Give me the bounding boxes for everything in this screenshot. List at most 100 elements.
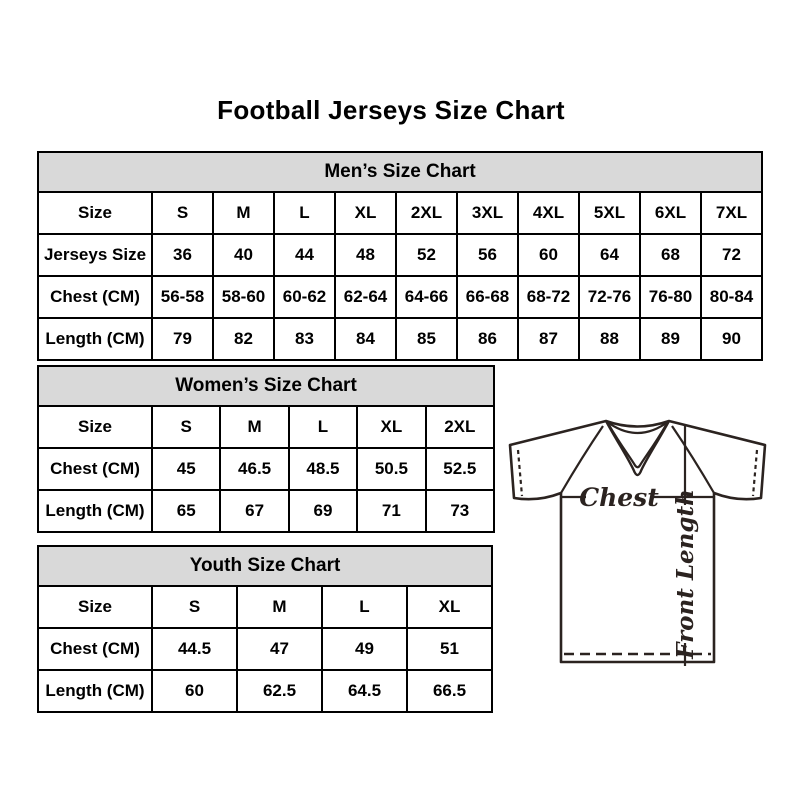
value-cell: 60 — [517, 233, 580, 277]
value-cell: 4XL — [517, 191, 580, 235]
table-row: Chest (CM) 44.5 47 49 51 — [37, 627, 493, 671]
value-cell: 67 — [219, 489, 290, 533]
jersey-outline-shape — [508, 419, 767, 664]
jersey-measurement-diagram: Chest Front Length — [508, 419, 767, 666]
table-row: Size S M L XL — [37, 585, 493, 629]
value-cell: 68-72 — [517, 275, 580, 319]
value-cell: M — [219, 405, 290, 449]
value-cell: 7XL — [700, 191, 763, 235]
value-cell: 3XL — [456, 191, 519, 235]
value-cell: XL — [356, 405, 427, 449]
value-cell: S — [150, 405, 222, 449]
value-cell: 62-64 — [334, 275, 397, 319]
row-label-cell: Size — [37, 405, 153, 449]
value-cell: S — [151, 191, 214, 235]
row-label-cell: Size — [37, 191, 153, 235]
value-cell: 64.5 — [321, 669, 408, 713]
value-cell: L — [321, 585, 408, 629]
value-cell: XL — [334, 191, 397, 235]
value-cell: 69 — [287, 489, 359, 533]
row-label-cell: Chest (CM) — [37, 627, 153, 671]
table-row: Chest (CM) 45 46.5 48.5 50.5 52.5 — [37, 447, 496, 491]
value-cell: 65 — [150, 489, 222, 533]
value-cell: 68 — [639, 233, 702, 277]
value-cell: 87 — [517, 317, 580, 361]
youth-size-table: Youth Size Chart Size S M L XL Chest (CM) 44.5 4… — [37, 545, 493, 713]
value-cell: M — [236, 585, 323, 629]
value-cell: 51 — [406, 627, 493, 671]
value-cell: 49 — [321, 627, 408, 671]
value-cell: 40 — [212, 233, 275, 277]
table-section-title: Youth Size Chart — [37, 545, 493, 587]
left-cuff-dash-line — [516, 449, 524, 497]
table-row: Chest (CM) 56-58 58-60 60-62 62-64 64-66 66-68… — [37, 275, 763, 319]
left-armhole-seam — [560, 425, 604, 494]
value-cell: 60-62 — [273, 275, 336, 319]
row-label-cell: Chest (CM) — [37, 447, 153, 491]
value-cell: 71 — [356, 489, 427, 533]
value-cell: 47 — [236, 627, 323, 671]
right-cuff-dash-line — [751, 449, 759, 497]
value-cell: 84 — [334, 317, 397, 361]
table-row: Size S M L XL 2XL 3XL 4XL 5XL 6XL 7XL — [37, 191, 763, 235]
table-section-title: Men’s Size Chart — [37, 151, 763, 193]
table-row: Length (CM) 79 82 83 84 85 86 87 88 89 90 — [37, 317, 763, 361]
value-cell: 6XL — [639, 191, 702, 235]
value-cell: S — [151, 585, 238, 629]
value-cell: 50.5 — [356, 447, 427, 491]
value-cell: 80-84 — [700, 275, 763, 319]
value-cell: 56-58 — [151, 275, 214, 319]
chest-label: Chest — [579, 483, 659, 512]
value-cell: 52.5 — [424, 447, 496, 491]
value-cell: 79 — [151, 317, 214, 361]
value-cell: 76-80 — [639, 275, 702, 319]
value-cell: 88 — [578, 317, 641, 361]
value-cell: 83 — [273, 317, 336, 361]
value-cell: 60 — [151, 669, 238, 713]
value-cell: 85 — [395, 317, 458, 361]
value-cell: 64-66 — [395, 275, 458, 319]
row-label-cell: Length (CM) — [37, 489, 153, 533]
page-title: Football Jerseys Size Chart — [217, 95, 565, 125]
table-row: Length (CM) 60 62.5 64.5 66.5 — [37, 669, 493, 713]
value-cell: M — [212, 191, 275, 235]
table-section-title: Women’s Size Chart — [37, 365, 495, 407]
table-row: Jerseys Size 36 40 44 48 52 56 60 64 68 72 — [37, 233, 763, 277]
collar-v-outer-line — [604, 420, 671, 477]
value-cell: 36 — [151, 233, 214, 277]
value-cell: XL — [406, 585, 493, 629]
row-label-cell: Length (CM) — [37, 317, 153, 361]
womens-size-table: Women’s Size Chart Size S M L XL 2XL Chest (CM)… — [37, 365, 496, 533]
value-cell: 44 — [273, 233, 336, 277]
row-label-cell: Length (CM) — [37, 669, 153, 713]
value-cell: 72-76 — [578, 275, 641, 319]
front-length-label: Front Length — [672, 489, 699, 660]
value-cell: 89 — [639, 317, 702, 361]
value-cell: 44.5 — [151, 627, 238, 671]
value-cell: 45 — [150, 447, 222, 491]
value-cell: 5XL — [578, 191, 641, 235]
value-cell: 2XL — [424, 405, 496, 449]
right-armhole-seam — [671, 425, 715, 494]
value-cell: 58-60 — [212, 275, 275, 319]
value-cell: 52 — [395, 233, 458, 277]
value-cell: 48.5 — [287, 447, 359, 491]
collar-back-arc — [605, 420, 670, 434]
row-label-cell: Chest (CM) — [37, 275, 153, 319]
table-row: Length (CM) 65 67 69 71 73 — [37, 489, 496, 533]
value-cell: 72 — [700, 233, 763, 277]
value-cell: 2XL — [395, 191, 458, 235]
value-cell: 64 — [578, 233, 641, 277]
value-cell: 66.5 — [406, 669, 493, 713]
value-cell: 66-68 — [456, 275, 519, 319]
value-cell: 82 — [212, 317, 275, 361]
value-cell: 86 — [456, 317, 519, 361]
row-label-cell: Size — [37, 585, 153, 629]
value-cell: L — [273, 191, 336, 235]
mens-size-table: Men’s Size Chart Size S M L XL 2XL 3XL 4XL 5XL 6XL… — [37, 151, 763, 361]
collar-v-inner-line — [608, 424, 667, 469]
table-row: Size S M L XL 2XL — [37, 405, 496, 449]
value-cell: 90 — [700, 317, 763, 361]
value-cell: 48 — [334, 233, 397, 277]
